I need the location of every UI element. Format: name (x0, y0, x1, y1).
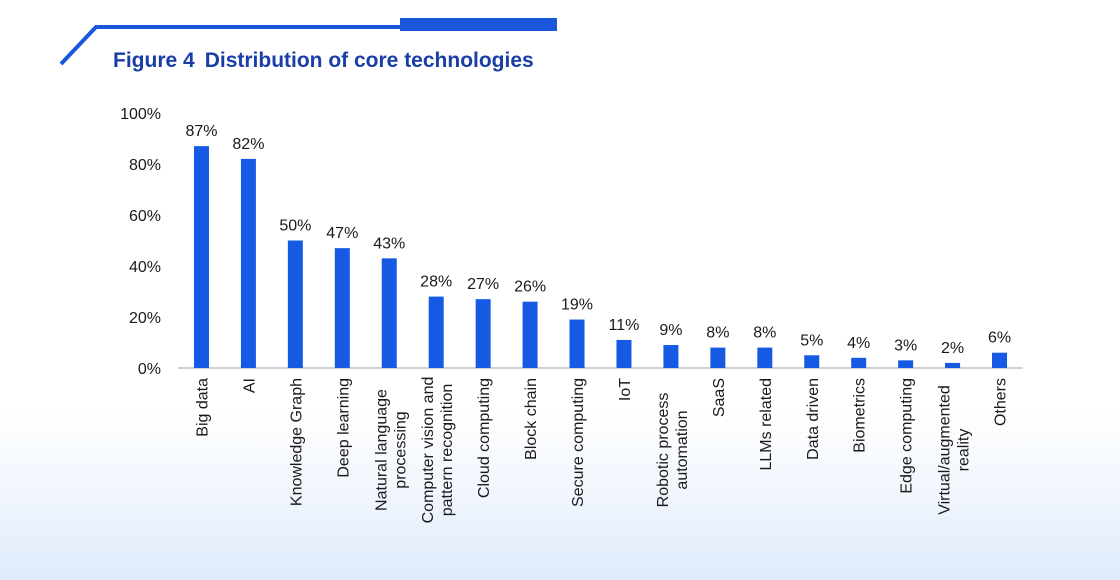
bar-value-label: 8% (706, 325, 729, 342)
x-tick-label: Cloud computing (476, 378, 493, 498)
x-tick-label-line: LLMs related (758, 378, 775, 471)
bar-value-label: 47% (326, 225, 358, 242)
bar-value-label: 2% (941, 340, 964, 357)
y-tick-label: 60% (129, 208, 161, 225)
bar (616, 339, 632, 368)
bar (663, 345, 679, 368)
bar (240, 158, 256, 368)
x-tick-label-line: Edge computing (899, 378, 916, 494)
x-tick-label: SaaS (711, 378, 728, 417)
x-tick-label-line: Data driven (805, 378, 822, 460)
bar-value-label: 26% (514, 279, 546, 296)
x-tick-label: Big data (194, 378, 211, 437)
x-tick-label-line: pattern recognition (439, 384, 456, 517)
bar-value-label: 82% (232, 136, 264, 153)
x-tick-label-line: Knowledge Graph (288, 378, 305, 506)
y-tick-label: 0% (138, 361, 161, 378)
x-tick-label: Natural language processing (373, 389, 409, 511)
bar (757, 347, 773, 368)
bar-value-label: 8% (753, 325, 776, 342)
y-tick-label: 100% (120, 106, 161, 123)
y-tick-label: 40% (129, 259, 161, 276)
bar (287, 240, 303, 368)
bar-value-label: 87% (185, 123, 217, 140)
bar-value-label: 3% (894, 337, 917, 354)
bar (569, 319, 585, 368)
bar-value-label: 6% (988, 330, 1011, 347)
x-tick-label: IoT (617, 378, 634, 401)
x-tick-label: Biometrics (852, 378, 869, 453)
bar-value-label: 28% (420, 274, 452, 291)
x-tick-label-line: SaaS (711, 378, 728, 417)
bar (522, 301, 538, 368)
figure-title: Figure 4 Distribution of core technologie… (113, 49, 534, 73)
x-tick-label: Robotic process automation (655, 393, 691, 508)
figure-number: Figure 4 (113, 49, 195, 72)
bar-value-label: 5% (800, 332, 823, 349)
accent-bar (400, 18, 557, 31)
x-tick-label-line: Computer vision and (420, 377, 437, 524)
x-tick-label: Others (993, 378, 1010, 426)
x-tick-label-line: Cloud computing (476, 378, 493, 498)
bar (804, 355, 820, 368)
x-tick-label-line: IoT (617, 378, 634, 401)
bar-value-label: 27% (467, 276, 499, 293)
x-tick-label: Secure computing (570, 378, 587, 507)
x-tick-label: Block chain (523, 378, 540, 460)
x-tick-label: Knowledge Graph (288, 378, 305, 506)
x-tick-label: Computer vision and pattern recognition (420, 377, 456, 524)
y-tick-label: 80% (129, 157, 161, 174)
x-tick-label: Data driven (805, 378, 822, 460)
x-tick-label-line: processing (392, 411, 409, 488)
x-tick-label: LLMs related (758, 378, 775, 471)
x-tick-label-line: Robotic process (655, 393, 672, 508)
x-tick-label: Deep learning (335, 378, 352, 478)
bar (428, 296, 444, 368)
y-tick-label: 20% (129, 310, 161, 327)
background-gradient (0, 410, 1120, 580)
bar (475, 299, 491, 368)
bar-value-label: 4% (847, 335, 870, 352)
bar (381, 258, 397, 368)
bar (945, 362, 961, 368)
bar (898, 360, 914, 368)
bar-value-label: 50% (279, 218, 311, 235)
x-tick-label-line: Block chain (523, 378, 540, 460)
x-tick-label: AI (241, 378, 258, 393)
bar-value-label: 43% (373, 235, 405, 252)
bar (193, 146, 209, 368)
x-tick-label: Edge computing (899, 378, 916, 494)
x-tick-label: Virtual/augmented reality (937, 385, 973, 515)
x-tick-label-line: reality (956, 429, 973, 472)
x-tick-label-line: Biometrics (852, 378, 869, 453)
bar-value-label: 11% (609, 317, 640, 334)
bar (334, 248, 350, 368)
x-tick-label-line: Others (993, 378, 1010, 426)
x-tick-label-line: automation (674, 410, 691, 489)
bar-value-label: 19% (561, 297, 593, 314)
x-tick-label-line: Virtual/augmented (937, 385, 954, 515)
bar (992, 352, 1008, 368)
x-tick-label-line: Natural language (373, 389, 390, 511)
figure-title-text: Distribution of core technologies (204, 49, 534, 72)
x-tick-label-line: Deep learning (335, 378, 352, 478)
header-decoration (59, 18, 557, 66)
x-tick-label-line: Secure computing (570, 378, 587, 507)
bar-value-label: 9% (659, 322, 682, 339)
x-tick-label-line: AI (241, 378, 258, 393)
x-tick-label-line: Big data (194, 378, 211, 437)
bar (710, 347, 726, 368)
bar (851, 357, 867, 368)
